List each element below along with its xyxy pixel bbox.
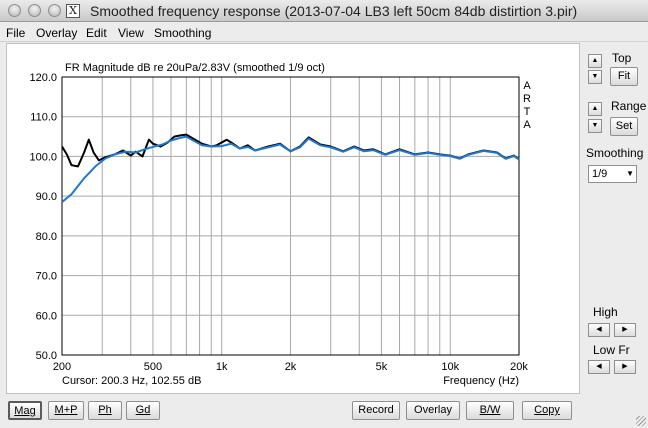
y-tick-label: 70.0 xyxy=(36,271,57,283)
arta-watermark-letter: R xyxy=(523,93,531,105)
menu-bar: File Overlay Edit View Smoothing xyxy=(0,22,648,42)
x-tick-label: 1k xyxy=(216,361,228,373)
high-right-button[interactable]: ▶ xyxy=(614,323,636,337)
menu-smoothing[interactable]: Smoothing xyxy=(154,26,212,40)
gd-button[interactable]: Gd xyxy=(126,401,160,420)
y-tick-label: 50.0 xyxy=(36,350,57,362)
frequency-response-chart[interactable]: 50.0 60.0 70.0 80.0 90.0 100.0 110.0 120.0 200 50… xyxy=(7,44,579,393)
top-down-button[interactable]: ▼ xyxy=(588,70,602,84)
smoothing-label: Smoothing xyxy=(586,146,644,160)
menu-overlay[interactable]: Overlay xyxy=(36,26,78,40)
x-axis-label: Frequency (Hz) xyxy=(443,375,519,387)
m-plus-p-button[interactable]: M+P xyxy=(48,401,84,420)
resize-grip-icon[interactable] xyxy=(636,416,646,426)
low-fr-left-button[interactable]: ◀ xyxy=(588,360,610,374)
low-fr-label: Low Fr xyxy=(593,343,630,357)
x-tick-label: 500 xyxy=(144,361,162,373)
menu-view[interactable]: View xyxy=(118,26,144,40)
high-label: High xyxy=(593,305,618,319)
zoom-window-button[interactable] xyxy=(48,4,61,17)
smoothing-select[interactable]: 1/9 ▼ xyxy=(588,165,637,183)
x-tick-label: 200 xyxy=(53,361,71,373)
title-bar: X Smoothed frequency response (2013-07-0… xyxy=(0,0,648,22)
top-label: Top xyxy=(612,51,632,65)
range-up-button[interactable]: ▲ xyxy=(588,102,602,116)
x-tick-label: 20k xyxy=(510,361,528,373)
mag-button[interactable]: Mag xyxy=(8,401,42,420)
plot-panel: 50.0 60.0 70.0 80.0 90.0 100.0 110.0 120.0 200 50… xyxy=(6,43,580,394)
plot-frame xyxy=(61,76,520,356)
y-tick-label: 120.0 xyxy=(29,72,57,84)
arta-watermark-letter: A xyxy=(523,119,531,131)
range-label: Range xyxy=(611,99,647,113)
fit-button[interactable]: Fit xyxy=(610,67,638,86)
record-button[interactable]: Record xyxy=(352,401,400,420)
series-line-blue xyxy=(61,135,520,203)
y-tick-label: 80.0 xyxy=(36,231,57,243)
ph-button[interactable]: Ph xyxy=(88,401,122,420)
low-fr-right-button[interactable]: ▶ xyxy=(614,360,636,374)
y-tick-label: 90.0 xyxy=(36,191,57,203)
x-tick-label: 2k xyxy=(285,361,297,373)
arta-watermark-letter: A xyxy=(523,80,531,92)
menu-file[interactable]: File xyxy=(6,26,26,40)
menu-edit[interactable]: Edit xyxy=(86,26,107,40)
cursor-readout: Cursor: 200.3 Hz, 102.55 dB xyxy=(62,375,201,387)
minimize-window-button[interactable] xyxy=(28,4,41,17)
set-button[interactable]: Set xyxy=(610,117,638,136)
y-tick-label: 60.0 xyxy=(36,310,57,322)
x-tick-label: 10k xyxy=(441,361,459,373)
top-up-button[interactable]: ▲ xyxy=(588,54,602,68)
bw-button[interactable]: B/W xyxy=(466,401,514,420)
high-left-button[interactable]: ◀ xyxy=(588,323,610,337)
window-title: Smoothed frequency response (2013-07-04 … xyxy=(90,3,578,19)
close-window-button[interactable] xyxy=(8,4,21,17)
overlay-button[interactable]: Overlay xyxy=(406,401,460,420)
range-down-button[interactable]: ▼ xyxy=(588,119,602,133)
y-tick-label: 110.0 xyxy=(30,112,57,124)
x11-app-icon: X xyxy=(66,4,80,18)
x-tick-label: 5k xyxy=(376,361,388,373)
smoothing-select-value: 1/9 xyxy=(592,168,608,180)
copy-button[interactable]: Copy xyxy=(522,401,572,420)
chart-title: FR Magnitude dB re 20uPa/2.83V (smoothed… xyxy=(65,62,325,74)
bottom-toolbar: Mag M+P Ph Gd Record Overlay B/W Copy xyxy=(0,396,648,428)
arta-watermark-letter: T xyxy=(524,106,531,118)
y-tick-label: 100.0 xyxy=(29,151,57,163)
chevron-down-icon: ▼ xyxy=(626,169,634,178)
